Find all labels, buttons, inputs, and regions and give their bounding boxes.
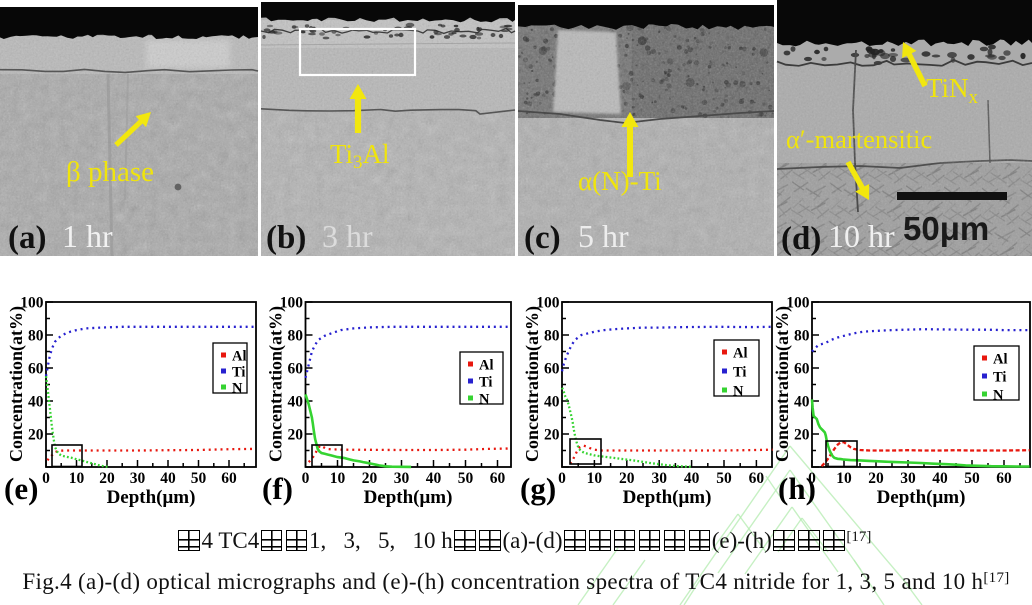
svg-text:Concentration(at%): Concentration(at%): [266, 306, 287, 462]
svg-text:Al: Al: [733, 346, 748, 362]
svg-text:10: 10: [836, 470, 852, 487]
svg-text:100: 100: [280, 295, 304, 312]
svg-text:Ti3Al: Ti3Al: [330, 139, 390, 173]
svg-text:20: 20: [619, 470, 635, 487]
svg-text:30: 30: [394, 470, 410, 487]
svg-text:Al: Al: [479, 358, 494, 374]
svg-text:1 hr: 1 hr: [62, 218, 113, 254]
svg-text:30: 30: [651, 470, 667, 487]
svg-text:(c): (c): [524, 220, 561, 256]
svg-text:60: 60: [749, 470, 765, 487]
svg-text:60: 60: [544, 361, 560, 378]
svg-text:80: 80: [288, 328, 304, 345]
svg-text:40: 40: [426, 470, 442, 487]
svg-text:10: 10: [587, 470, 603, 487]
svg-text:40: 40: [160, 470, 176, 487]
svg-text:50: 50: [191, 470, 207, 487]
svg-text:60: 60: [996, 470, 1012, 487]
svg-text:20: 20: [288, 427, 304, 444]
svg-text:80: 80: [28, 328, 44, 345]
svg-text:Depth(μm): Depth(μm): [623, 487, 712, 508]
svg-text:3 hr: 3 hr: [322, 218, 373, 254]
svg-text:N: N: [733, 384, 744, 400]
svg-text:10: 10: [69, 470, 85, 487]
svg-text:40: 40: [794, 394, 810, 411]
svg-text:60: 60: [288, 361, 304, 378]
svg-text:50: 50: [458, 470, 474, 487]
svg-text:0: 0: [302, 470, 310, 487]
svg-text:α′-martensitic: α′-martensitic: [786, 124, 932, 154]
svg-text:Ti: Ti: [993, 370, 1006, 386]
svg-text:Depth(μm): Depth(μm): [364, 487, 453, 508]
svg-text:30: 30: [130, 470, 146, 487]
svg-text:Ti: Ti: [733, 365, 746, 381]
svg-text:20: 20: [544, 427, 560, 444]
svg-text:(d): (d): [781, 221, 821, 257]
svg-text:20: 20: [99, 470, 115, 487]
svg-text:(h): (h): [778, 471, 816, 506]
svg-text:100: 100: [536, 295, 560, 312]
svg-text:Depth(μm): Depth(μm): [107, 487, 196, 508]
svg-text:10: 10: [330, 470, 346, 487]
svg-text:(f): (f): [262, 471, 293, 506]
svg-text:30: 30: [900, 470, 916, 487]
svg-text:0: 0: [808, 470, 816, 487]
svg-text:Ti: Ti: [232, 365, 245, 381]
svg-text:10 hr: 10 hr: [828, 218, 895, 254]
svg-text:80: 80: [544, 328, 560, 345]
svg-text:Al: Al: [993, 352, 1008, 368]
svg-text:0: 0: [558, 470, 566, 487]
svg-text:Concentration(at%): Concentration(at%): [6, 306, 27, 462]
svg-text:N: N: [232, 381, 243, 397]
svg-text:50: 50: [964, 470, 980, 487]
svg-text:60: 60: [794, 361, 810, 378]
svg-text:(e): (e): [4, 471, 38, 506]
svg-text:40: 40: [684, 470, 700, 487]
svg-text:100: 100: [786, 295, 810, 312]
svg-text:60: 60: [28, 361, 44, 378]
svg-text:Concentration(at%): Concentration(at%): [522, 306, 543, 462]
svg-text:Al: Al: [232, 349, 247, 365]
svg-text:20: 20: [794, 427, 810, 444]
svg-text:Depth(μm): Depth(μm): [877, 487, 966, 508]
svg-text:80: 80: [794, 328, 810, 345]
svg-text:60: 60: [490, 470, 506, 487]
svg-text:60: 60: [221, 470, 237, 487]
svg-text:40: 40: [28, 394, 44, 411]
svg-text:40: 40: [288, 394, 304, 411]
svg-text:(g): (g): [520, 471, 556, 506]
svg-text:(a): (a): [8, 220, 46, 256]
svg-text:N: N: [993, 388, 1004, 404]
svg-text:α(N)-Ti: α(N)-Ti: [578, 166, 662, 196]
svg-text:N: N: [479, 392, 490, 408]
svg-text:Concentration(at%): Concentration(at%): [772, 306, 793, 462]
svg-text:0: 0: [42, 470, 50, 487]
svg-text:20: 20: [28, 427, 44, 444]
svg-text:20: 20: [362, 470, 378, 487]
svg-text:Ti: Ti: [479, 375, 492, 391]
svg-text:100: 100: [20, 295, 44, 312]
svg-text:20: 20: [868, 470, 884, 487]
svg-text:β phase: β phase: [66, 156, 154, 188]
svg-text:5 hr: 5 hr: [578, 218, 629, 254]
svg-text:50: 50: [716, 470, 732, 487]
svg-text:50μm: 50μm: [903, 210, 989, 247]
svg-text:40: 40: [932, 470, 948, 487]
svg-text:40: 40: [544, 394, 560, 411]
svg-text:(b): (b): [266, 220, 306, 256]
